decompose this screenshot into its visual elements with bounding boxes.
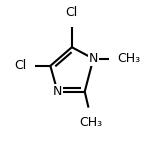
Text: Cl: Cl [66, 6, 78, 19]
Text: N: N [53, 85, 62, 98]
Text: CH₃: CH₃ [79, 116, 102, 129]
Text: N: N [89, 52, 98, 65]
Text: Cl: Cl [14, 59, 26, 72]
Text: CH₃: CH₃ [118, 52, 141, 65]
